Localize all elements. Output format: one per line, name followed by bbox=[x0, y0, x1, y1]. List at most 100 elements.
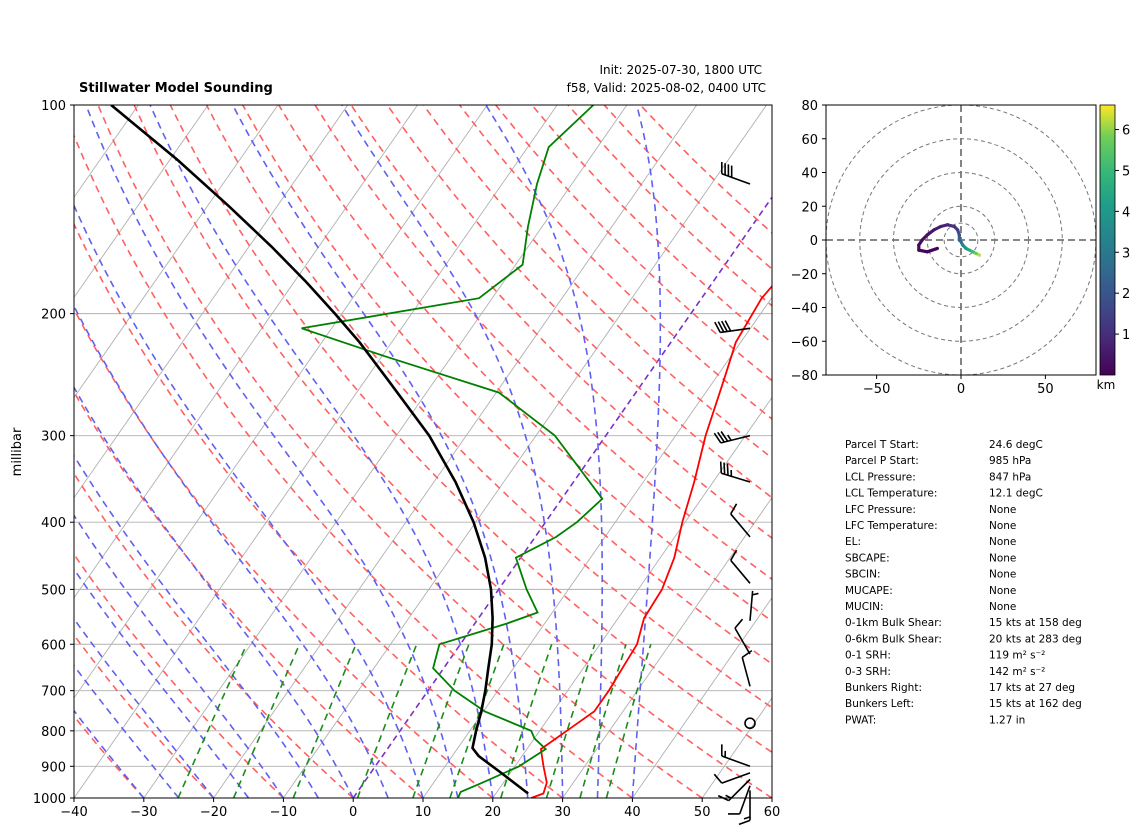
param-value: 15 kts at 162 deg bbox=[989, 698, 1082, 710]
param-label: PWAT: bbox=[845, 714, 876, 726]
mixing-ratio-line bbox=[232, 643, 301, 798]
moist-adiabat bbox=[74, 454, 319, 798]
wind-barb bbox=[721, 744, 751, 768]
y-tick-label: 900 bbox=[41, 760, 66, 775]
isotherm-line bbox=[632, 596, 772, 798]
x-tick-label: −20 bbox=[200, 805, 227, 820]
moist-adiabat bbox=[74, 664, 180, 798]
y-tick-label: 100 bbox=[41, 99, 66, 114]
hodo-y-tick-label: 60 bbox=[801, 133, 818, 148]
param-label: Bunkers Right: bbox=[845, 682, 922, 694]
dry-adiabat bbox=[567, 105, 772, 307]
param-label: 0-6km Bulk Shear: bbox=[845, 633, 942, 645]
hodo-y-tick-label: 80 bbox=[801, 99, 818, 114]
isotherm-line bbox=[74, 105, 488, 699]
moist-adiabat bbox=[74, 617, 215, 798]
dry-adiabat bbox=[495, 105, 772, 382]
x-tick-label: −10 bbox=[270, 805, 297, 820]
hodo-x-tick-label: 50 bbox=[1037, 382, 1054, 397]
hodograph: −50 0 50 −80 −60 −40 −20 0 20 40 60 80 1 2 3 4 5 6 km bbox=[791, 99, 1131, 397]
isotherm-line bbox=[143, 105, 628, 798]
colorbar-tick-label: 1 bbox=[1122, 328, 1130, 343]
moist-adiabat bbox=[74, 304, 389, 798]
wind-barbs bbox=[713, 161, 759, 826]
skew-t-x-ticks: −40 −30 −20 −10 0 10 20 30 40 50 60 bbox=[60, 798, 780, 820]
parcel-trace bbox=[110, 105, 529, 795]
x-tick-label: 30 bbox=[554, 805, 571, 820]
colorbar-tick-label: 3 bbox=[1122, 246, 1130, 261]
chart-title: Stillwater Model Sounding bbox=[79, 81, 273, 96]
isotherm-line bbox=[213, 105, 698, 798]
isotherm-line bbox=[74, 105, 558, 798]
param-label: SBCIN: bbox=[845, 569, 881, 581]
wind-barb bbox=[734, 618, 751, 655]
dry-adiabat bbox=[458, 105, 772, 421]
param-value: None bbox=[989, 569, 1016, 581]
wind-barb bbox=[749, 590, 759, 621]
wind-barb bbox=[730, 549, 751, 584]
y-tick-label: 600 bbox=[41, 638, 66, 653]
wind-barb bbox=[713, 431, 751, 444]
moist-adiabat bbox=[149, 105, 494, 798]
param-value: 142 m² s⁻² bbox=[989, 666, 1045, 678]
param-value: None bbox=[989, 552, 1016, 564]
hodo-y-tick-label: −60 bbox=[791, 335, 818, 350]
isotherm-line bbox=[74, 105, 418, 599]
zero-isotherm bbox=[352, 195, 772, 798]
dry-adiabat bbox=[314, 105, 772, 581]
param-value: 847 hPa bbox=[989, 471, 1031, 483]
param-value: 119 m² s⁻² bbox=[989, 650, 1045, 662]
param-value: 1.27 in bbox=[989, 714, 1025, 726]
dry-adiabat bbox=[74, 222, 564, 798]
wind-barb bbox=[721, 161, 751, 185]
moist-adiabat bbox=[85, 105, 459, 798]
dry-adiabat bbox=[74, 714, 145, 798]
moist-adiabat bbox=[74, 567, 250, 798]
moist-adiabat bbox=[231, 105, 529, 798]
isotherm-line bbox=[701, 697, 772, 798]
y-tick-label: 300 bbox=[41, 430, 66, 445]
skew-t-series bbox=[110, 105, 772, 798]
param-value: None bbox=[989, 585, 1016, 597]
wind-barb bbox=[728, 785, 751, 815]
isotherm-line bbox=[74, 105, 279, 399]
dewpoint-trace bbox=[301, 105, 604, 798]
mixing-ratio-line bbox=[545, 644, 596, 798]
isotherm-line bbox=[74, 105, 349, 499]
param-label: LFC Pressure: bbox=[845, 504, 916, 516]
dry-adiabat bbox=[74, 307, 494, 798]
param-label: MUCAPE: bbox=[845, 585, 893, 597]
wind-barb bbox=[713, 772, 751, 784]
hodo-y-tick-label: −80 bbox=[791, 369, 818, 384]
wind-barb bbox=[719, 461, 751, 483]
dry-adiabat bbox=[386, 105, 772, 499]
y-tick-label: 800 bbox=[41, 725, 66, 740]
isotherm-line bbox=[422, 296, 772, 798]
dry-adiabat bbox=[639, 105, 772, 234]
mixing-ratio-line bbox=[605, 644, 652, 798]
param-value: None bbox=[989, 536, 1016, 548]
wind-barb bbox=[717, 778, 751, 802]
param-value: 12.1 degC bbox=[989, 488, 1043, 500]
param-value: None bbox=[989, 601, 1016, 613]
moist-adiabat bbox=[341, 105, 564, 798]
param-value: 20 kts at 283 deg bbox=[989, 633, 1082, 645]
hodo-x-tick-label: 0 bbox=[957, 382, 965, 397]
isotherm-line bbox=[562, 496, 772, 798]
y-axis-label: millibar bbox=[10, 427, 25, 476]
dry-adiabat bbox=[74, 133, 633, 798]
hodograph-rings bbox=[826, 105, 1096, 375]
hodograph-segment bbox=[925, 246, 939, 254]
hodo-y-tick-label: −20 bbox=[791, 268, 818, 283]
dry-adiabat bbox=[74, 552, 284, 798]
param-value: 24.6 degC bbox=[989, 439, 1043, 451]
valid-time: f58, Valid: 2025-08-02, 0400 UTC bbox=[567, 81, 766, 95]
param-value: None bbox=[989, 504, 1016, 516]
hodograph-ring bbox=[943, 222, 979, 258]
moist-adiabat bbox=[74, 203, 424, 798]
param-value: None bbox=[989, 520, 1016, 532]
skew-t-background-lines bbox=[74, 105, 772, 798]
wind-barb bbox=[738, 790, 751, 826]
x-tick-label: 10 bbox=[415, 805, 432, 820]
